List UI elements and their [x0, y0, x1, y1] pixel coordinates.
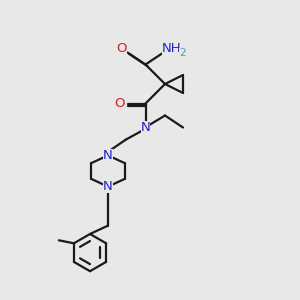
- Text: N: N: [141, 121, 150, 134]
- Text: NH: NH: [162, 42, 182, 55]
- Text: O: O: [114, 97, 125, 110]
- Text: O: O: [116, 42, 127, 55]
- Text: N: N: [103, 149, 113, 162]
- Text: 2: 2: [179, 48, 186, 59]
- Text: N: N: [103, 180, 113, 193]
